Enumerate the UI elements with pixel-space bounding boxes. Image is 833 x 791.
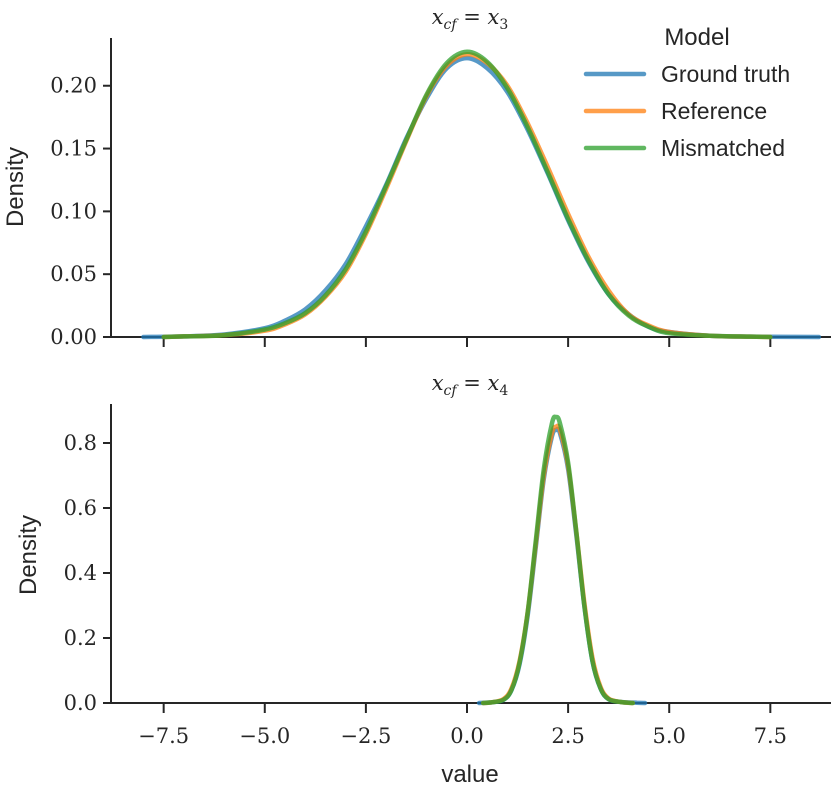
legend: Model Ground truth Reference Mismatched xyxy=(583,24,790,161)
y-tick-label: 0.4 xyxy=(64,561,97,585)
x-tick-label: 7.5 xyxy=(754,724,787,748)
y-tick-label: 0.05 xyxy=(50,262,97,286)
legend-title: Model xyxy=(664,24,729,51)
top-panel-ylabel: Density xyxy=(2,147,29,227)
series-line-reference xyxy=(480,423,636,706)
x-tick-label: −7.5 xyxy=(138,724,189,748)
y-tick-label: 0.2 xyxy=(64,626,97,650)
x-tick-label: −5.0 xyxy=(239,724,290,748)
y-tick-label: 0.6 xyxy=(64,496,97,520)
x-tick-label: −2.5 xyxy=(340,724,391,748)
top-panel-plot-area: 0.00 0.05 0.10 0.15 0.20 xyxy=(50,38,831,349)
series-line-ground-truth xyxy=(476,426,648,706)
bottom-panel-plot-area: 0.0 0.2 0.4 0.6 0.8 −7.5 −5.0 −2.5 0.0 2.5 5.0 7.5 xyxy=(64,404,831,748)
y-tick-label: 0.10 xyxy=(50,199,97,223)
x-tick-label: 2.5 xyxy=(551,724,584,748)
top-panel-title: xcf = x3 xyxy=(432,5,509,33)
legend-label-ground-truth: Ground truth xyxy=(661,61,790,87)
x-tick-label: 0.0 xyxy=(450,724,483,748)
x-tick-label: 5.0 xyxy=(653,724,686,748)
bottom-panel-title: xcf = x4 xyxy=(432,371,509,399)
series-line-mismatched xyxy=(480,414,636,706)
y-tick-label: 0.8 xyxy=(64,431,97,455)
y-tick-label: 0.0 xyxy=(64,691,97,715)
legend-label-reference: Reference xyxy=(661,98,767,124)
bottom-panel-xlabel: value xyxy=(441,761,498,788)
y-tick-label: 0.15 xyxy=(50,137,97,161)
top-panel: xcf = x3 Density 0.00 0.05 0.10 0.15 0.20 xyxy=(2,5,831,349)
series-line-mismatched xyxy=(161,49,773,340)
series-line-reference xyxy=(161,52,773,340)
y-tick-label: 0.00 xyxy=(50,325,97,349)
bottom-panel-ylabel: Density xyxy=(15,515,42,595)
y-tick-label: 0.20 xyxy=(50,74,97,98)
legend-label-mismatched: Mismatched xyxy=(661,135,785,161)
bottom-panel: xcf = x4 Density value 0.0 0.2 0.4 0.6 0.8 −7… xyxy=(15,371,831,788)
